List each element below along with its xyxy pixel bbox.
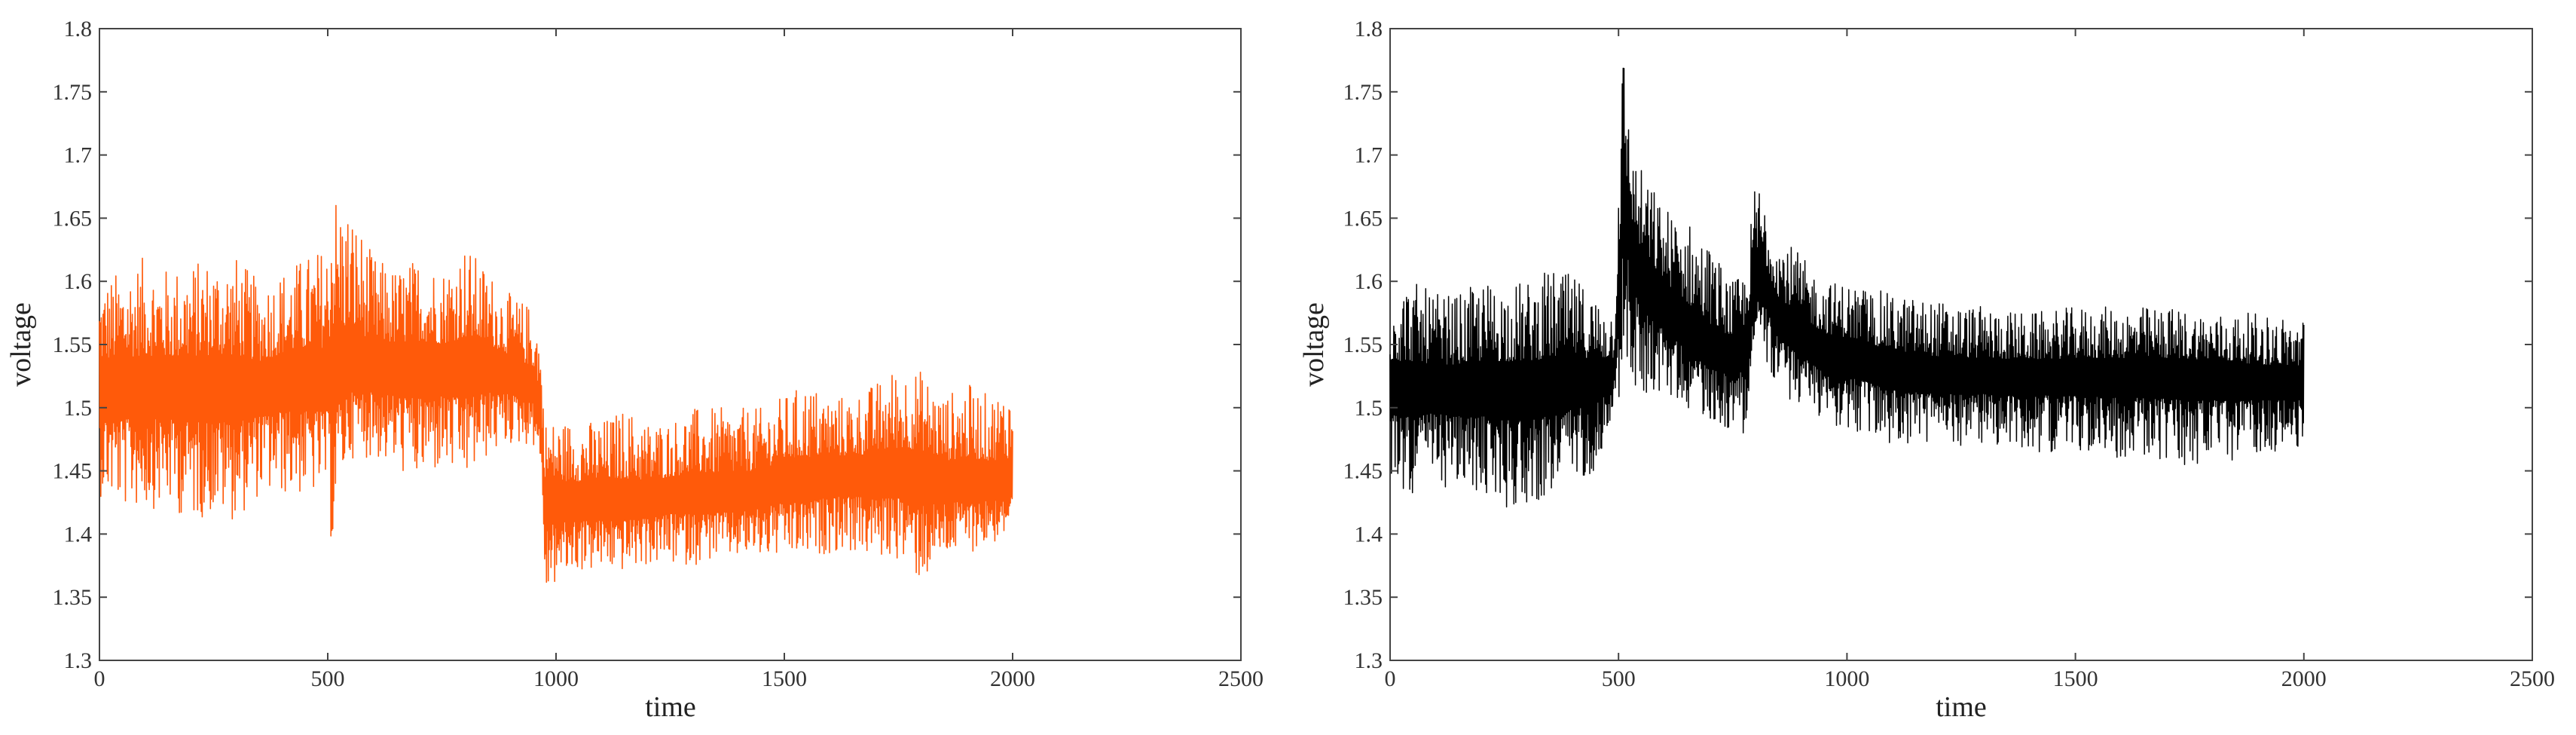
left-voltage-series-line — [99, 204, 1013, 583]
left-data-layer — [99, 204, 1013, 583]
left-y-tick-label: 1.7 — [64, 143, 93, 168]
left-x-tick-label: 1000 — [533, 666, 579, 691]
right-y-tick-label: 1.7 — [1355, 143, 1383, 168]
right-x-axis-label: time — [1936, 691, 1987, 723]
right-x-tick-label: 1500 — [2053, 666, 2098, 691]
right-x-tick-label: 1000 — [1824, 666, 1869, 691]
left-y-tick-label: 1.3 — [64, 648, 93, 673]
right-x-tick-label: 0 — [1385, 666, 1396, 691]
left-y-tick-label: 1.65 — [53, 206, 93, 231]
left-x-tick-label: 2000 — [990, 666, 1035, 691]
left-plot: 0 500 1000 1500 2000 2500 1.3 1.35 1.4 1.45 1.5 1.5… — [5, 17, 1264, 723]
right-y-tick-label: 1.3 — [1355, 648, 1383, 673]
right-plot: 0 500 1000 1500 2000 2500 1.3 1.35 1.4 1.45 1.5 1.5… — [1298, 17, 2555, 723]
right-x-tick-label: 2000 — [2281, 666, 2327, 691]
right-y-tick-label: 1.45 — [1343, 459, 1383, 484]
left-x-tick-label: 0 — [94, 666, 105, 691]
right-y-tick-label: 1.35 — [1343, 585, 1383, 610]
left-y-tick-label: 1.35 — [53, 585, 93, 610]
left-axes: 0 500 1000 1500 2000 2500 1.3 1.35 1.4 1.45 1.5 1.5… — [53, 17, 1264, 691]
right-data-layer — [1389, 67, 2305, 508]
right-y-tick-label: 1.65 — [1343, 206, 1383, 231]
left-y-tick-label: 1.4 — [64, 522, 93, 547]
left-x-axis-label: time — [645, 691, 696, 723]
left-y-tick-label: 1.6 — [64, 269, 93, 294]
left-y-tick-label: 1.8 — [64, 17, 93, 41]
right-x-tick-label: 500 — [1602, 666, 1636, 691]
right-axes: 0 500 1000 1500 2000 2500 1.3 1.35 1.4 1.45 1.5 1.5… — [1343, 17, 2556, 691]
right-y-tick-label: 1.8 — [1355, 17, 1383, 41]
right-y-tick-label: 1.4 — [1355, 522, 1383, 547]
left-x-tick-label: 1500 — [762, 666, 807, 691]
right-y-tick-label: 1.75 — [1343, 80, 1383, 105]
left-y-tick-label: 1.5 — [64, 396, 93, 421]
right-y-axis-label: voltage — [1298, 302, 1330, 387]
left-y-tick-label: 1.55 — [53, 332, 93, 357]
right-y-tick-label: 1.55 — [1343, 332, 1383, 357]
right-y-tick-label: 1.6 — [1355, 269, 1383, 294]
left-x-tick-label: 2500 — [1218, 666, 1264, 691]
right-y-tick-label: 1.5 — [1355, 396, 1383, 421]
left-y-tick-label: 1.45 — [53, 459, 93, 484]
left-x-tick-label: 500 — [311, 666, 345, 691]
left-y-axis-label: voltage — [5, 302, 37, 387]
right-voltage-series-line — [1389, 67, 2305, 508]
left-y-tick-label: 1.75 — [53, 80, 93, 105]
right-x-tick-label: 2500 — [2510, 666, 2555, 691]
